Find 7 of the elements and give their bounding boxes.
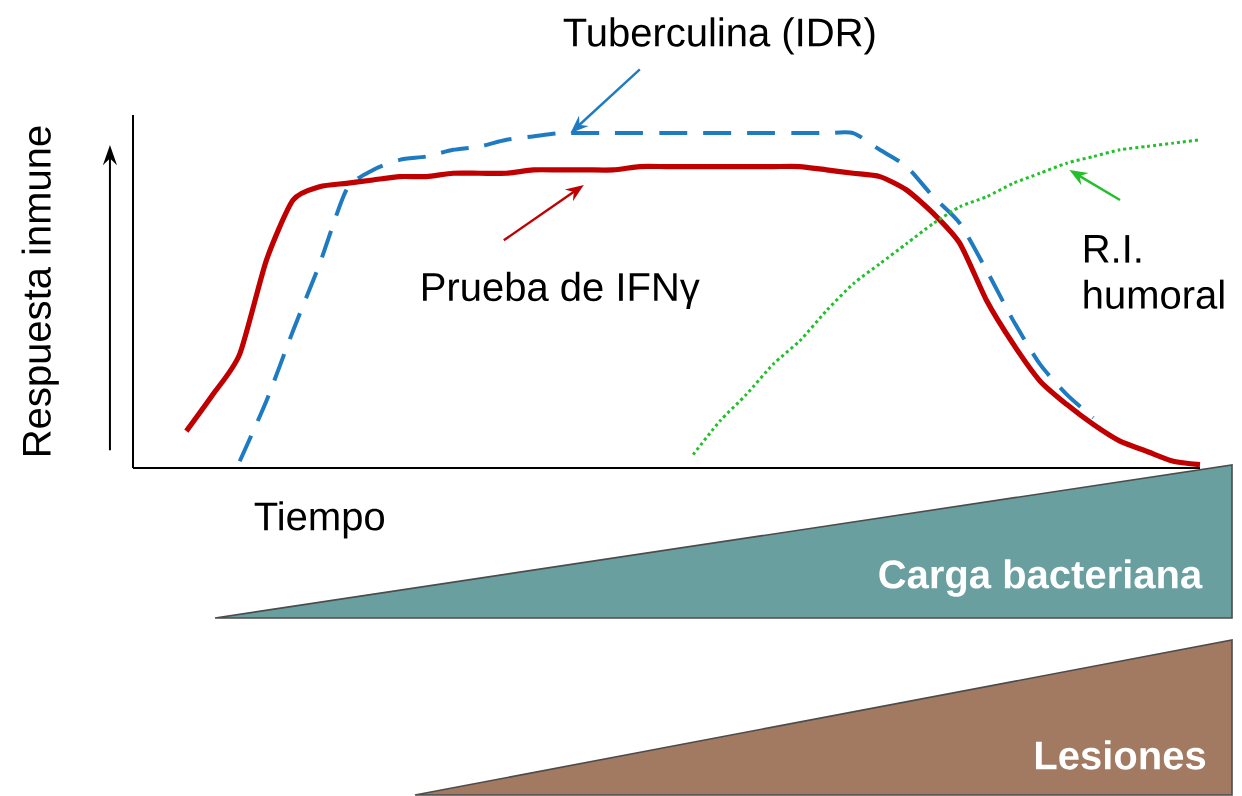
annotation: Carga bacteriana xyxy=(879,559,1203,597)
legend-label: Prueba de IFNγ xyxy=(423,271,700,310)
y-axis-title: Respuesta inmune xyxy=(21,126,59,455)
legend-label: R.I. humoral xyxy=(1084,235,1224,309)
series-label: Tuberculina (IDR) xyxy=(563,17,875,55)
x-axis-title: Tiempo xyxy=(254,501,384,539)
annotation: Lesiones xyxy=(1035,740,1206,770)
